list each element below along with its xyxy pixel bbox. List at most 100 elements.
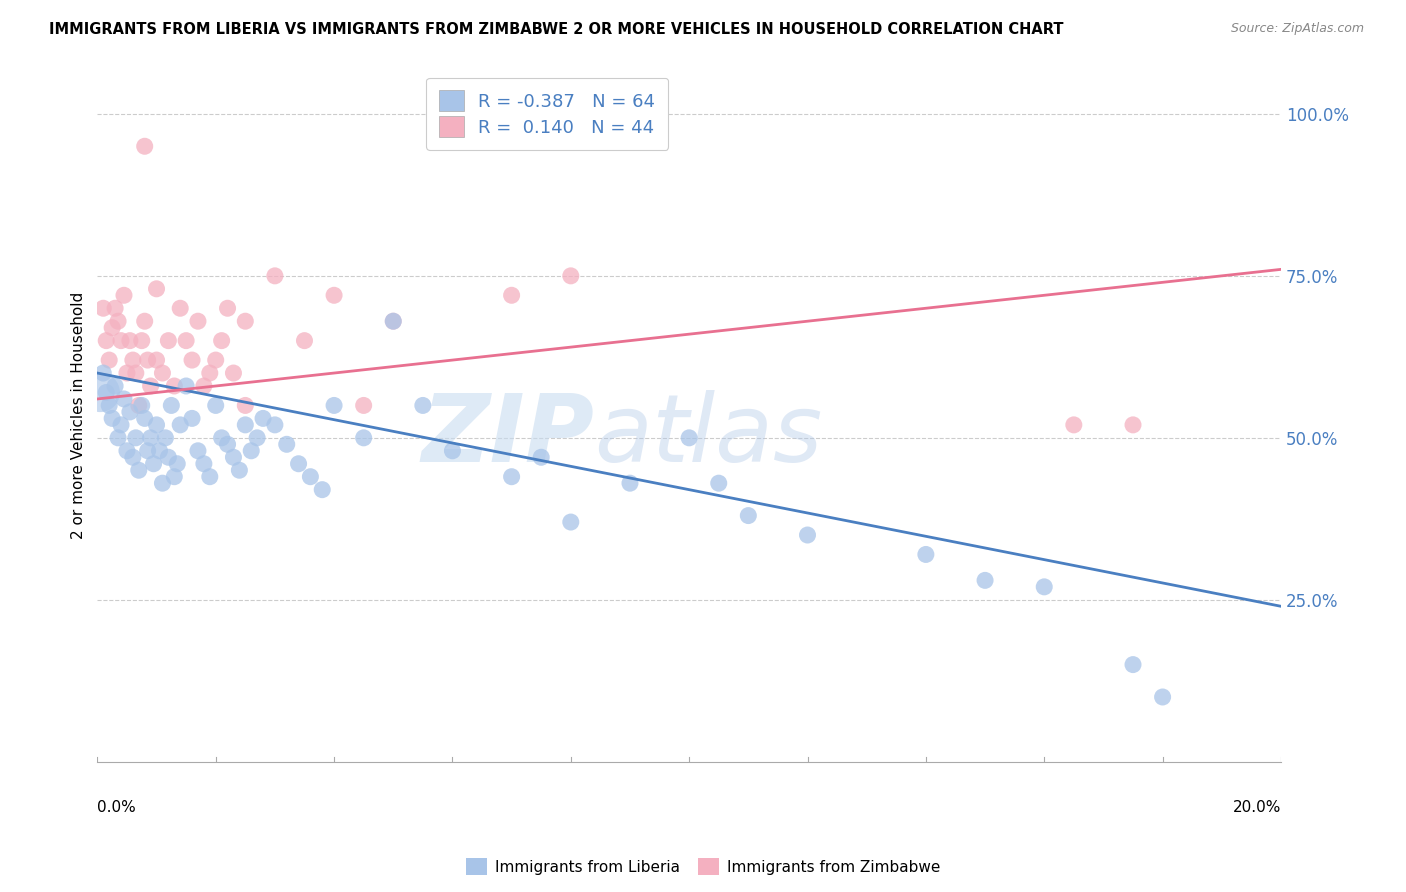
Point <box>264 268 287 283</box>
Point <box>222 366 245 380</box>
Point <box>441 443 464 458</box>
Point <box>217 437 239 451</box>
Point <box>157 334 180 348</box>
Y-axis label: 2 or more Vehicles in Household: 2 or more Vehicles in Household <box>72 292 86 539</box>
Point <box>101 320 124 334</box>
Point <box>1033 580 1056 594</box>
Point <box>287 457 309 471</box>
Point <box>139 431 162 445</box>
Point <box>187 314 209 328</box>
Point <box>323 288 346 302</box>
Point <box>228 463 250 477</box>
Point <box>353 399 375 413</box>
Point <box>163 469 186 483</box>
Point <box>187 443 209 458</box>
Point <box>125 366 148 380</box>
Point <box>1122 417 1144 432</box>
Point <box>217 301 239 316</box>
Point <box>198 469 221 483</box>
Point <box>121 353 143 368</box>
Point <box>115 366 138 380</box>
Point <box>501 288 523 302</box>
Point <box>157 450 180 465</box>
Point <box>193 457 215 471</box>
Point <box>136 443 159 458</box>
Point <box>174 379 197 393</box>
Point <box>104 301 127 316</box>
Point <box>128 463 150 477</box>
Point <box>382 314 405 328</box>
Point <box>136 353 159 368</box>
Point <box>134 411 156 425</box>
Point <box>211 431 233 445</box>
Point <box>96 334 118 348</box>
Point <box>501 469 523 483</box>
Point <box>678 431 700 445</box>
Point <box>181 411 204 425</box>
Point <box>174 334 197 348</box>
Point <box>110 417 132 432</box>
Point <box>222 450 245 465</box>
Point <box>118 405 141 419</box>
Point <box>142 457 165 471</box>
Point <box>353 431 375 445</box>
Point <box>107 314 129 328</box>
Point <box>382 314 405 328</box>
Point <box>204 399 226 413</box>
Point <box>152 366 174 380</box>
Point <box>148 443 170 458</box>
Point <box>169 417 191 432</box>
Point <box>131 334 153 348</box>
Point <box>98 399 121 413</box>
Point <box>128 399 150 413</box>
Text: 0.0%: 0.0% <box>97 800 136 815</box>
Text: ZIP: ZIP <box>422 390 595 482</box>
Point <box>707 476 730 491</box>
Point <box>264 417 287 432</box>
Point <box>181 353 204 368</box>
Point <box>211 334 233 348</box>
Point <box>252 411 274 425</box>
Point <box>974 574 997 588</box>
Text: IMMIGRANTS FROM LIBERIA VS IMMIGRANTS FROM ZIMBABWE 2 OR MORE VEHICLES IN HOUSEH: IMMIGRANTS FROM LIBERIA VS IMMIGRANTS FR… <box>49 22 1064 37</box>
Point <box>134 139 156 153</box>
Point <box>560 515 582 529</box>
Point <box>91 366 114 380</box>
Point <box>530 450 553 465</box>
Text: Source: ZipAtlas.com: Source: ZipAtlas.com <box>1230 22 1364 36</box>
Point <box>115 443 138 458</box>
Point <box>294 334 316 348</box>
Point <box>160 399 183 413</box>
Point <box>240 443 263 458</box>
Point <box>1122 657 1144 672</box>
Legend: R = -0.387   N = 64, R =  0.140   N = 44: R = -0.387 N = 64, R = 0.140 N = 44 <box>426 78 668 150</box>
Point <box>112 288 135 302</box>
Point <box>118 334 141 348</box>
Point <box>145 417 167 432</box>
Point <box>246 431 269 445</box>
Point <box>89 385 111 400</box>
Point <box>323 399 346 413</box>
Point <box>104 379 127 393</box>
Point <box>131 399 153 413</box>
Point <box>139 379 162 393</box>
Point <box>311 483 333 497</box>
Point <box>121 450 143 465</box>
Legend: Immigrants from Liberia, Immigrants from Zimbabwe: Immigrants from Liberia, Immigrants from… <box>465 858 941 875</box>
Point <box>101 411 124 425</box>
Point <box>233 417 256 432</box>
Point <box>193 379 215 393</box>
Point <box>96 385 118 400</box>
Point <box>915 548 938 562</box>
Point <box>112 392 135 406</box>
Point <box>98 353 121 368</box>
Point <box>166 457 188 471</box>
Point <box>163 379 186 393</box>
Point <box>107 431 129 445</box>
Point <box>796 528 818 542</box>
Point <box>1152 690 1174 704</box>
Point <box>412 399 434 413</box>
Point <box>299 469 322 483</box>
Point <box>276 437 298 451</box>
Point <box>152 476 174 491</box>
